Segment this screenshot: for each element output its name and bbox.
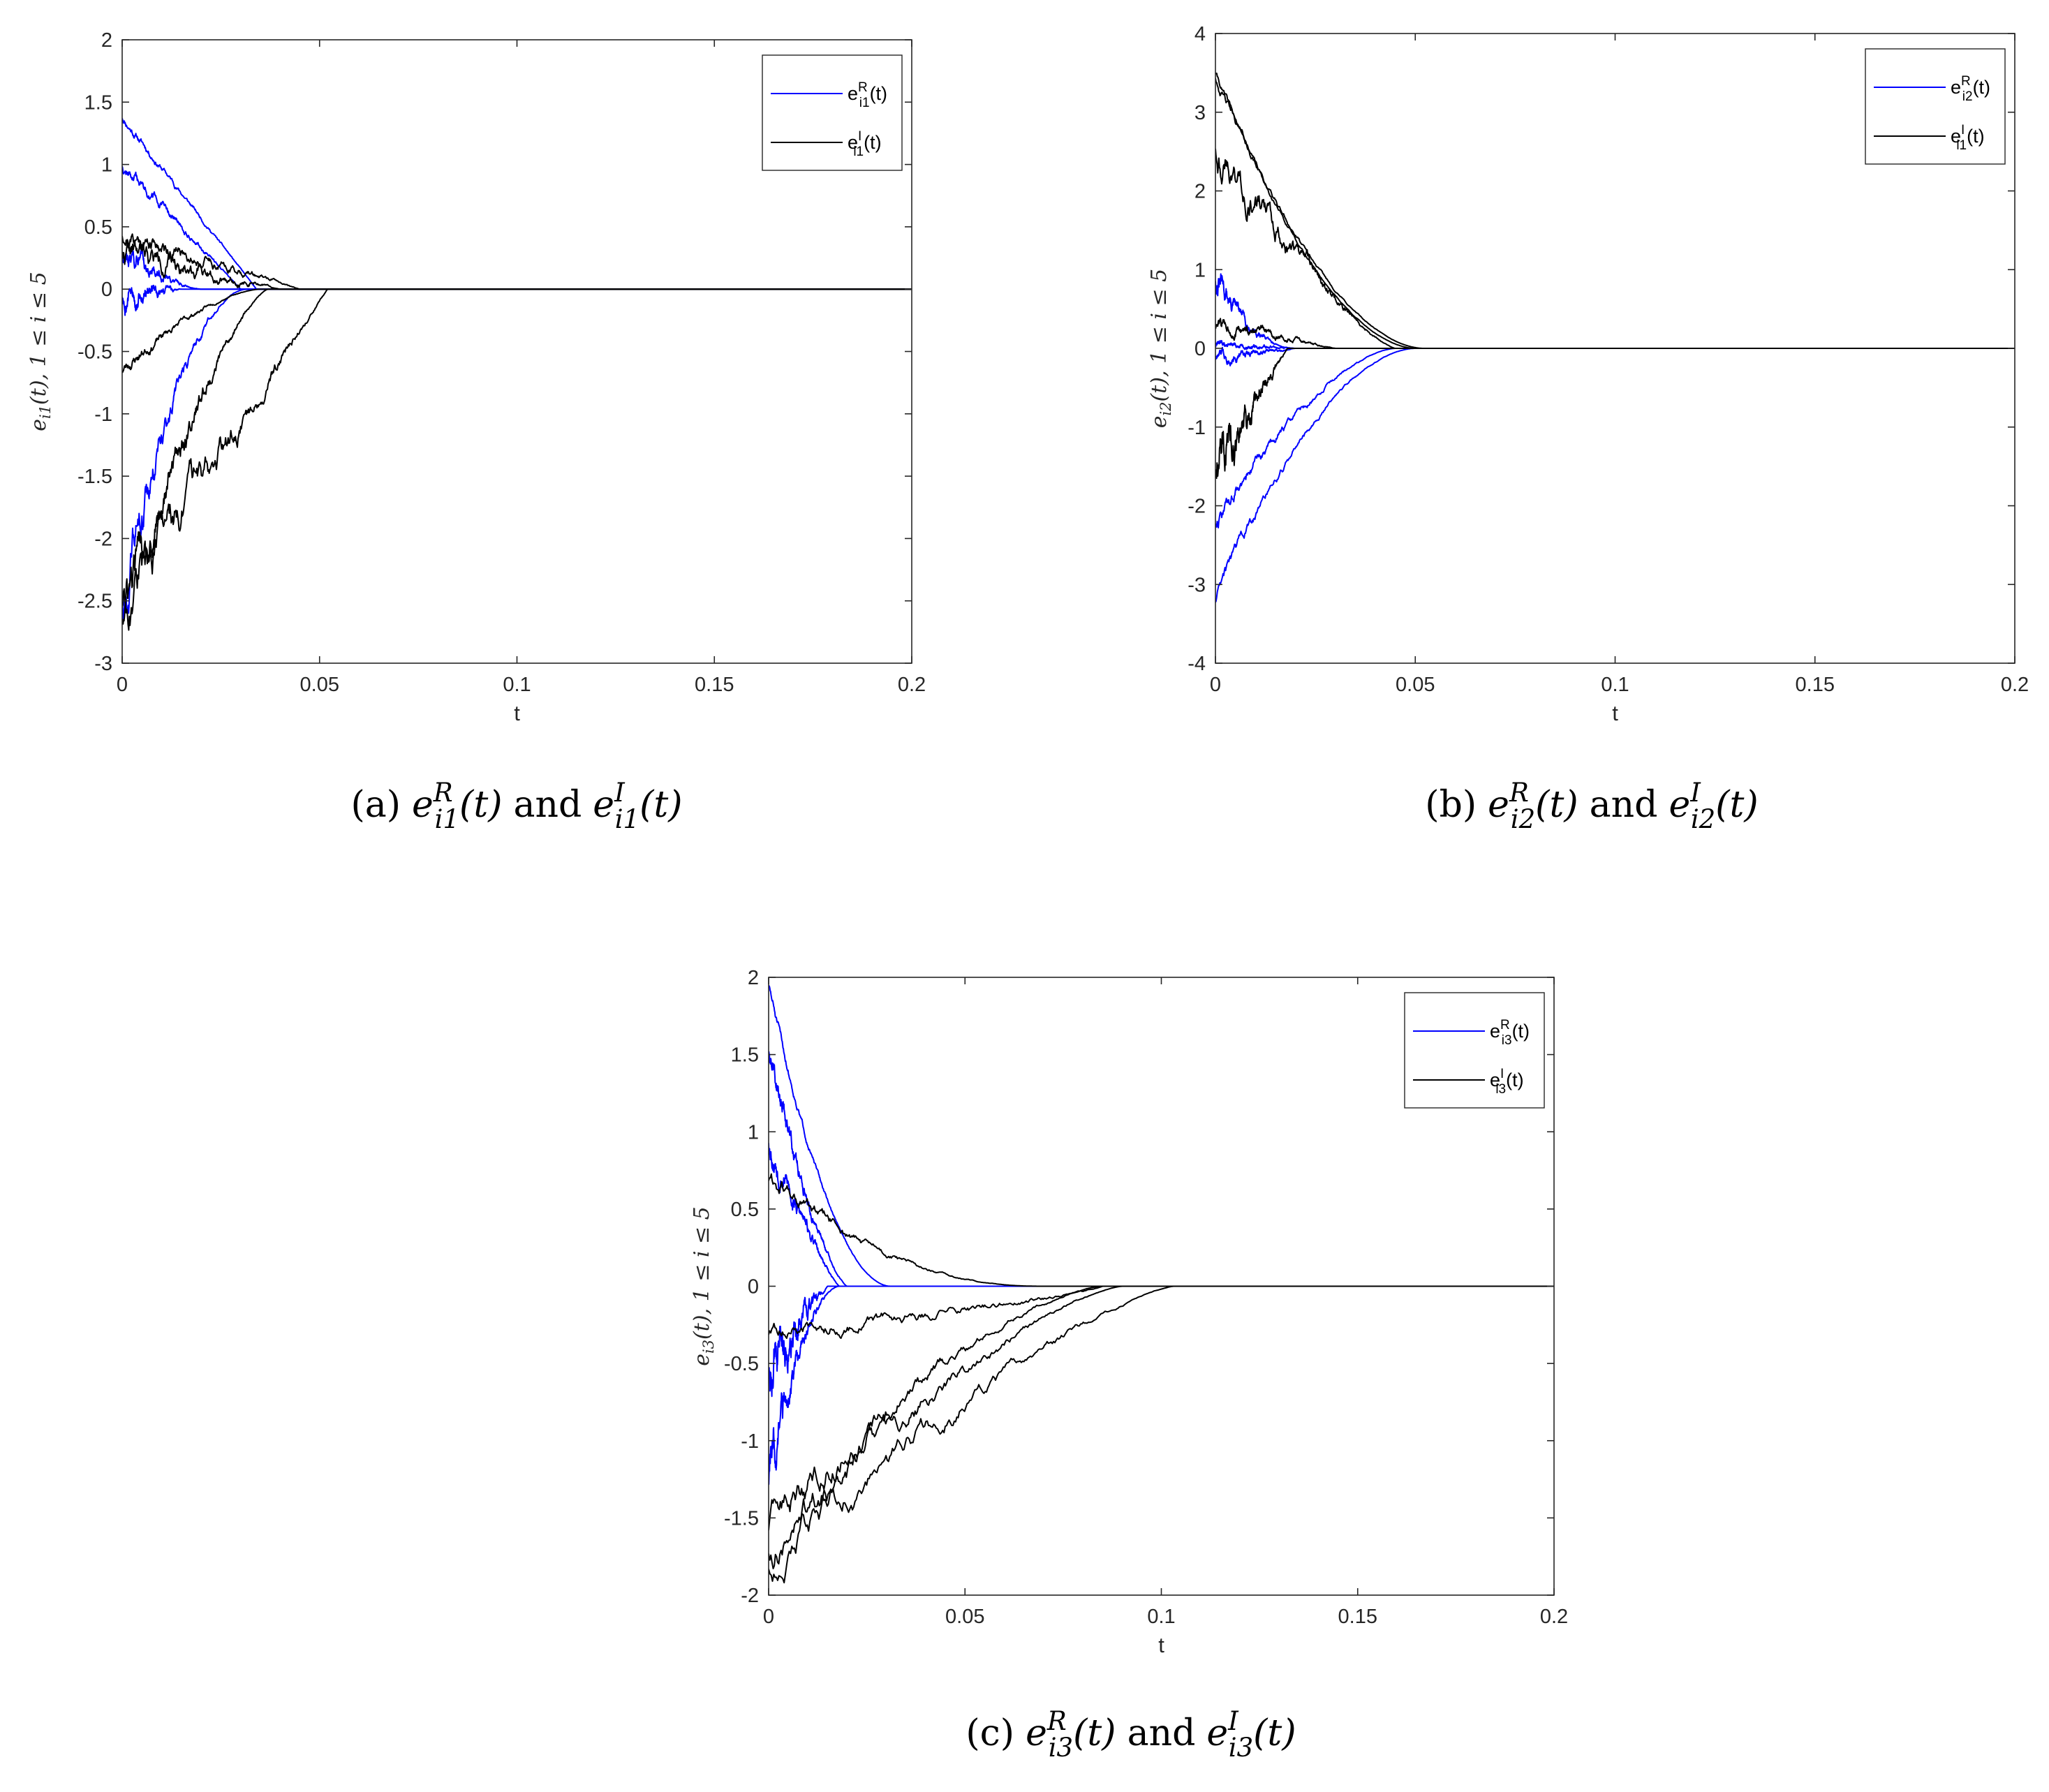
series-line-2 (769, 1051, 1554, 1287)
series-group (1215, 73, 2015, 603)
series-line-4 (1215, 348, 2015, 528)
series-line-1 (1215, 273, 2015, 349)
series-line-1 (769, 985, 1554, 1287)
series-line-8 (1215, 148, 2015, 349)
y-tick-label: -1 (94, 403, 112, 426)
chart-panel-c: 0 0.05 0.1 0.15 0.2 -2 -1.5 -1 -0.5 0 0.5 1 1.5 2 t ei3… (690, 967, 1568, 1763)
series-line-5 (1215, 348, 2015, 603)
y-tick-label: 4 (1194, 23, 1206, 45)
y-tick-label: -1 (1188, 417, 1206, 439)
legend-entry: eR i3(t) (1490, 1018, 1530, 1048)
x-tick-label: 0.1 (1147, 1606, 1175, 1628)
x-axis-label: t (1158, 1633, 1164, 1657)
x-tick-label: 0.1 (1601, 674, 1629, 696)
panel-caption: (b) eR i2(t) and eI i2(t) (1425, 778, 1758, 834)
y-tick-label: -3 (1188, 574, 1206, 596)
y-tick-label: 0 (1194, 338, 1206, 360)
y-tick-label: -2 (741, 1585, 759, 1607)
x-tick-label: 0.15 (695, 674, 734, 696)
series-line-8 (122, 288, 912, 373)
legend-box (1865, 48, 2006, 165)
y-tick-label: 2 (1194, 181, 1206, 203)
y-axis-label: ei3(t), 1 ≤ i ≤ 5 (690, 1206, 717, 1366)
y-tick-label: 3 (1194, 102, 1206, 124)
y-axis-label: ei1(t), 1 ≤ i ≤ 5 (27, 272, 54, 431)
series-line-1 (122, 118, 912, 290)
legend: eR i3(t) eI i3(t) (1404, 992, 1545, 1109)
x-axis-label: t (514, 701, 520, 725)
series-line-8 (769, 1285, 1554, 1531)
y-axis-label: ei2(t), 1 ≤ i ≤ 5 (1147, 269, 1174, 429)
x-tick-label: 0.15 (1796, 674, 1835, 696)
y-tick-label: -3 (94, 653, 112, 675)
series-line-10 (769, 1285, 1554, 1584)
y-tick-label: 1 (1194, 259, 1206, 281)
legend-entry: eR i1(t) (848, 80, 887, 110)
y-tick-label: -1.5 (724, 1507, 759, 1530)
y-tick-label: 0 (748, 1276, 759, 1298)
y-tick-label: -2 (1188, 496, 1206, 518)
x-tick-label: 0.05 (1396, 674, 1435, 696)
y-tick-label: 1 (101, 154, 112, 177)
x-tick-label: 0 (117, 674, 128, 696)
panel-caption: (c) eR i3(t) and eI i3(t) (966, 1706, 1296, 1763)
y-tick-label: -0.5 (724, 1353, 759, 1375)
panel-caption: (a) eR i1(t) and eI i1(t) (350, 778, 682, 834)
x-tick-label: 0.15 (1338, 1606, 1377, 1628)
series-line-4 (122, 284, 912, 316)
series-line-10 (1215, 348, 2015, 480)
x-tick-label: 0 (1210, 674, 1221, 696)
y-tick-label: -2 (94, 528, 112, 550)
series-line-5 (769, 1285, 1554, 1398)
series-line-6 (769, 1173, 1554, 1287)
series-line-6 (122, 233, 912, 290)
series-line-9 (122, 288, 912, 625)
series-line-10 (122, 288, 912, 631)
x-tick-label: 0.2 (1540, 1606, 1568, 1628)
series-line-9 (1215, 318, 2015, 349)
series-group (122, 118, 912, 631)
series-line-2 (122, 165, 912, 290)
x-tick-label: 0.05 (300, 674, 339, 696)
series-line-7 (1215, 77, 2015, 349)
x-tick-label: 0.2 (2001, 674, 2029, 696)
y-tick-label: 1.5 (731, 1044, 759, 1067)
x-tick-label: 0 (763, 1606, 774, 1628)
legend-box (762, 54, 903, 171)
x-tick-label: 0.2 (898, 674, 926, 696)
legend-entry: eI i1(t) (848, 129, 882, 159)
x-tick-label: 0.05 (945, 1606, 984, 1628)
y-tick-label: 2 (101, 29, 112, 52)
series-line-9 (769, 1285, 1554, 1569)
chart-panel-a: 0 0.05 0.1 0.15 0.2 -3 -2.5 -2 -1.5 -1 -0.5 0 0.5 1 1.… (27, 29, 926, 834)
series-line-2 (1215, 340, 2015, 350)
y-tick-label: 1 (748, 1121, 759, 1143)
y-tick-label: -1.5 (77, 466, 112, 488)
y-tick-label: -4 (1188, 653, 1206, 675)
y-tick-label: -2.5 (77, 591, 112, 613)
series-line-7 (769, 1285, 1554, 1339)
legend: eR i2(t) eI i1(t) (1865, 48, 2006, 165)
x-axis-label: t (1612, 701, 1618, 725)
legend-entry: eI i1(t) (1951, 123, 1985, 153)
x-tick-label: 0.1 (503, 674, 531, 696)
legend-box (1404, 992, 1545, 1109)
series-group (769, 985, 1554, 1584)
legend: eR i1(t) eI i1(t) (762, 54, 903, 171)
legend-entry: eR i2(t) (1951, 74, 1990, 104)
series-line-3 (122, 249, 912, 290)
legend-entry: eI i3(t) (1490, 1067, 1524, 1097)
y-tick-label: 2 (748, 967, 759, 989)
series-line-3 (1215, 346, 2015, 366)
y-tick-label: -1 (741, 1430, 759, 1453)
y-tick-label: -0.5 (77, 341, 112, 364)
y-tick-label: 0.5 (731, 1199, 759, 1221)
y-tick-label: 1.5 (84, 91, 112, 114)
chart-panel-b: 0 0.05 0.1 0.15 0.2 -4 -3 -2 -1 0 1 2 3 4 t ei2(t), 1 ≤… (1147, 23, 2029, 834)
y-tick-label: 0.5 (84, 216, 112, 239)
y-tick-label: 0 (101, 279, 112, 301)
series-line-7 (122, 239, 912, 290)
series-line-4 (769, 1285, 1554, 1486)
